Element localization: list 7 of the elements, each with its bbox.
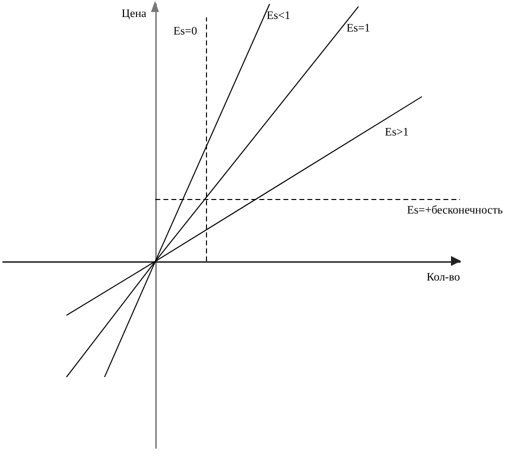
x-axis-title: Кол-во [426, 271, 460, 284]
series-label: Es<1 [266, 10, 291, 22]
annotation: Es=0 [173, 25, 198, 38]
y-axis-title: Цена [122, 8, 146, 20]
series-label: Es=1 [346, 22, 370, 35]
series-label: Es>1 [384, 126, 409, 139]
series-label: Es=+бесконечность [407, 204, 503, 217]
